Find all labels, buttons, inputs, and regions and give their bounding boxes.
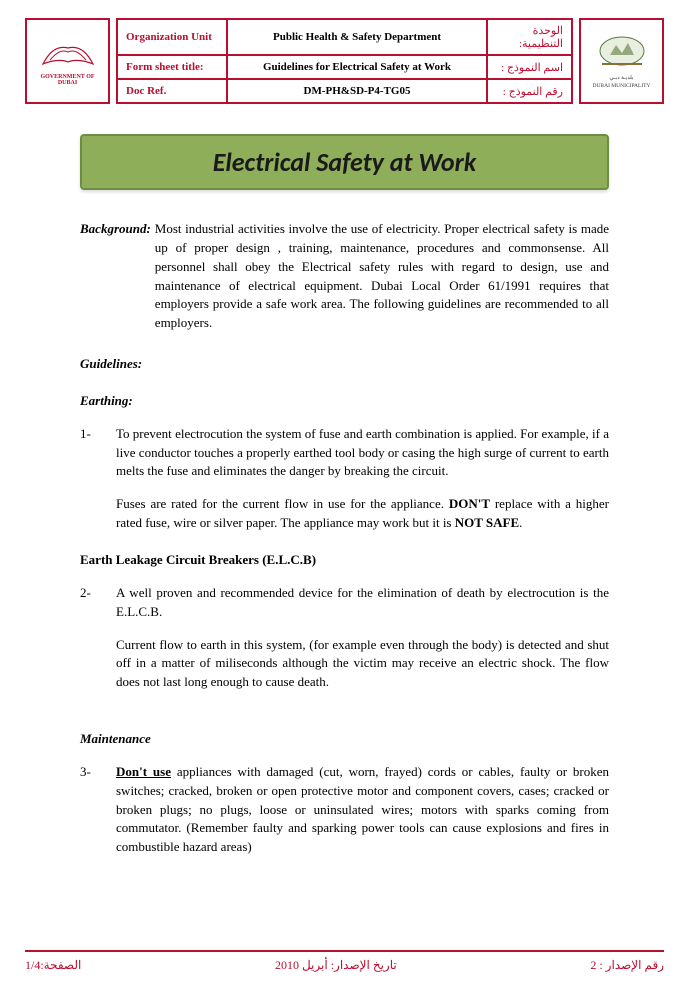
dubai-municipality-logo: بلديـة دبـي DUBAI MUNICIPALITY [579, 18, 664, 104]
doc-ref-value: DM-PH&SD-P4-TG05 [227, 79, 487, 103]
content: Background: Most industrial activities i… [80, 220, 609, 857]
not-safe-emphasis: NOT SAFE [455, 515, 519, 530]
guideline-item-3: 3- Don't use appliances with damaged (cu… [80, 763, 609, 857]
text: Fuses are rated for the current flow in … [116, 496, 449, 511]
paragraph: Don't use appliances with damaged (cut, … [116, 763, 609, 857]
guideline-item-1: 1- To prevent electrocution the system o… [80, 425, 609, 533]
dubai-crest-icon [38, 36, 98, 72]
earthing-heading: Earthing: [80, 392, 609, 411]
elcb-heading: Earth Leakage Circuit Breakers (E.L.C.B) [80, 551, 609, 570]
guidelines-heading: Guidelines: [80, 355, 609, 374]
header-row: Form sheet title: Guidelines for Electri… [117, 55, 572, 79]
gov-dubai-logo: GOVERNMENT OF DUBAI [25, 18, 110, 104]
municipality-emblem-icon [592, 33, 652, 73]
paragraph: Current flow to earth in this system, (f… [116, 636, 609, 693]
background-text: Most industrial activities involve the u… [155, 220, 609, 333]
item-body: To prevent electrocution the system of f… [116, 425, 609, 533]
gov-dubai-caption: GOVERNMENT OF DUBAI [31, 74, 104, 86]
item-body: A well proven and recommended device for… [116, 584, 609, 692]
item-number: 2- [80, 584, 116, 692]
municipality-caption-en: DUBAI MUNICIPALITY [592, 83, 650, 89]
dont-emphasis: DON'T [449, 496, 490, 511]
item-number: 3- [80, 763, 116, 857]
municipality-caption-ar: بلديـة دبـي [610, 75, 634, 81]
issue-number: رقم الإصدار : 2 [590, 958, 664, 973]
header-table: Organization Unit Public Health & Safety… [116, 18, 573, 104]
text: . [519, 515, 522, 530]
paragraph: Fuses are rated for the current flow in … [116, 495, 609, 533]
background-label: Background: [80, 220, 151, 333]
title-banner: Electrical Safety at Work [80, 134, 609, 190]
item-number: 1- [80, 425, 116, 533]
org-unit-label: Organization Unit [117, 19, 227, 55]
doc-ref-label-ar: رقم النموذج : [487, 79, 572, 103]
footer: رقم الإصدار : 2 تاريخ الإصدار: أبريل 201… [25, 950, 664, 973]
issue-date: تاريخ الإصدار: أبريل 2010 [275, 958, 397, 973]
guideline-item-2: 2- A well proven and recommended device … [80, 584, 609, 692]
header: GOVERNMENT OF DUBAI Organization Unit Pu… [25, 18, 664, 104]
maintenance-heading: Maintenance [80, 730, 609, 749]
paragraph: A well proven and recommended device for… [116, 584, 609, 622]
doc-ref-label: Doc Ref. [117, 79, 227, 103]
header-row: Doc Ref. DM-PH&SD-P4-TG05 رقم النموذج : [117, 79, 572, 103]
footer-row: رقم الإصدار : 2 تاريخ الإصدار: أبريل 201… [25, 958, 664, 973]
dont-use-emphasis: Don't use [116, 764, 171, 779]
page-number: الصفحة:1/4 [25, 958, 81, 973]
background-block: Background: Most industrial activities i… [80, 220, 609, 333]
form-title-value: Guidelines for Electrical Safety at Work [227, 55, 487, 79]
org-unit-value: Public Health & Safety Department [227, 19, 487, 55]
org-unit-label-ar: الوحدة التنظيمية: [487, 19, 572, 55]
form-title-label: Form sheet title: [117, 55, 227, 79]
footer-divider [25, 950, 664, 952]
form-title-label-ar: اسم النموذج : [487, 55, 572, 79]
paragraph: To prevent electrocution the system of f… [116, 425, 609, 482]
item-body: Don't use appliances with damaged (cut, … [116, 763, 609, 857]
text: appliances with damaged (cut, worn, fray… [116, 764, 609, 854]
header-row: Organization Unit Public Health & Safety… [117, 19, 572, 55]
